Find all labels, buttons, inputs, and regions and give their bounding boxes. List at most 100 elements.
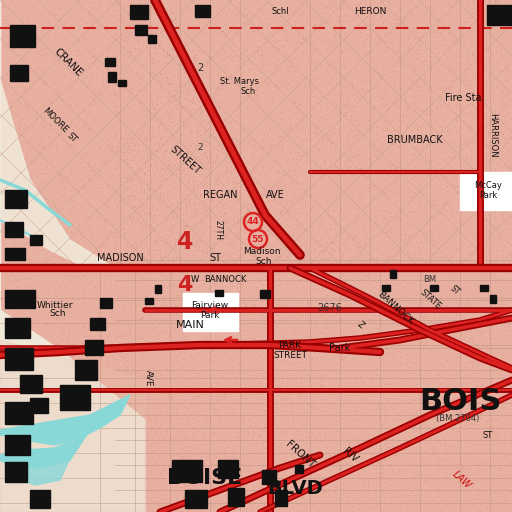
Point [408, 36, 416, 44]
Point [289, 37, 297, 45]
Point [44, 451, 52, 459]
Point [427, 202, 435, 210]
Point [258, 28, 266, 36]
Point [156, 83, 164, 92]
Point [95, 432, 103, 440]
Point [66, 13, 74, 21]
Point [259, 463, 267, 472]
Point [212, 424, 221, 432]
Point [155, 67, 163, 75]
Point [264, 422, 272, 430]
Point [444, 99, 453, 108]
Point [339, 212, 348, 221]
Point [117, 124, 125, 133]
Point [73, 162, 81, 170]
Point [166, 240, 174, 248]
Point [196, 48, 204, 56]
Point [296, 241, 305, 249]
Point [29, 83, 37, 92]
Point [66, 426, 74, 435]
Point [40, 418, 49, 426]
Point [416, 368, 424, 376]
Point [409, 193, 417, 201]
Point [179, 465, 187, 473]
Point [442, 448, 451, 456]
Point [190, 354, 199, 362]
Point [179, 160, 187, 168]
Point [394, 105, 402, 113]
Point [300, 139, 308, 147]
Point [120, 463, 128, 471]
Point [298, 0, 306, 7]
Point [473, 263, 481, 271]
Point [486, 507, 494, 512]
Point [372, 371, 380, 379]
Point [237, 226, 245, 234]
Point [378, 421, 386, 430]
Point [274, 120, 283, 129]
Point [204, 106, 212, 114]
Point [310, 81, 318, 90]
Point [314, 98, 323, 106]
Point [89, 370, 97, 378]
Point [127, 481, 135, 489]
Point [405, 342, 413, 350]
Point [209, 157, 218, 165]
Point [146, 337, 154, 345]
Point [77, 345, 86, 353]
Point [46, 388, 54, 396]
Point [164, 311, 173, 319]
Point [374, 415, 382, 423]
Point [484, 280, 493, 288]
Point [342, 121, 350, 130]
Point [274, 496, 283, 504]
Point [245, 312, 253, 321]
Point [80, 412, 89, 420]
Point [238, 385, 246, 393]
Point [323, 477, 331, 485]
Point [185, 69, 194, 77]
Point [307, 54, 315, 62]
Point [46, 202, 54, 210]
Point [342, 326, 350, 334]
Point [101, 272, 110, 280]
Point [18, 158, 26, 166]
Point [122, 414, 131, 422]
Point [342, 112, 350, 120]
Point [55, 131, 63, 139]
Point [375, 22, 383, 30]
Point [271, 251, 280, 259]
Point [67, 102, 75, 110]
Point [462, 487, 470, 495]
Point [406, 263, 414, 271]
Bar [480, 285, 488, 291]
Point [7, 353, 15, 361]
Point [15, 471, 24, 479]
Point [422, 50, 430, 58]
Point [475, 485, 483, 493]
Point [473, 380, 481, 389]
Point [409, 487, 417, 496]
Point [144, 365, 152, 373]
Point [457, 408, 465, 416]
Point [488, 421, 497, 429]
Point [173, 73, 181, 81]
Point [159, 223, 167, 231]
Point [240, 498, 248, 506]
Point [344, 126, 352, 134]
Point [435, 483, 443, 492]
Point [83, 294, 91, 302]
Point [317, 15, 325, 24]
Point [208, 429, 216, 437]
Point [357, 302, 365, 310]
Point [50, 259, 58, 267]
Point [438, 8, 446, 16]
Point [428, 93, 436, 101]
Point [476, 330, 484, 338]
Point [31, 110, 39, 118]
Point [413, 274, 421, 283]
Point [204, 356, 212, 365]
Point [248, 48, 257, 56]
Point [410, 328, 418, 336]
Point [129, 504, 137, 512]
